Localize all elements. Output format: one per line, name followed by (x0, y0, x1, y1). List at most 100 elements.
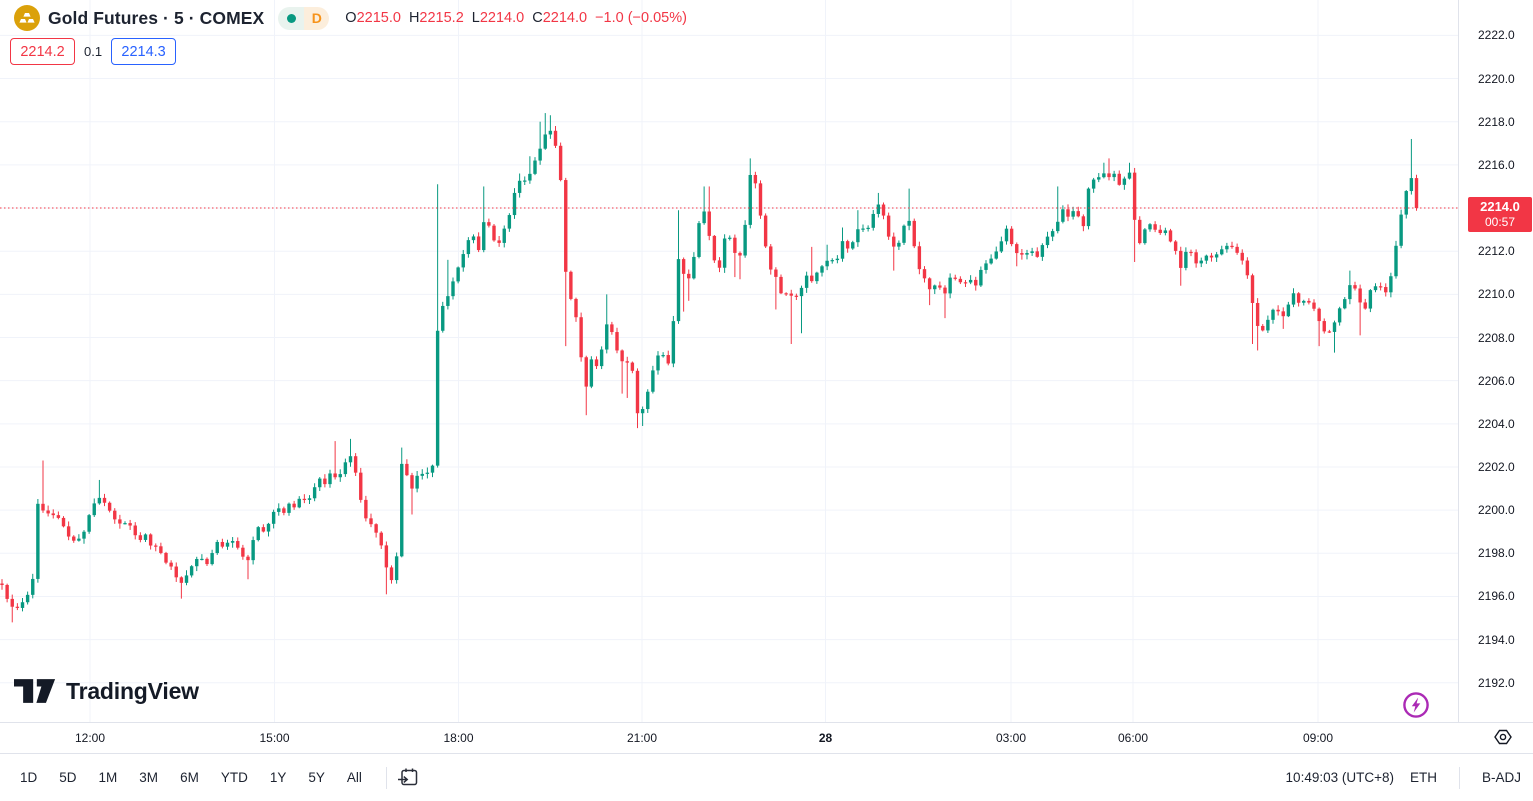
tradingview-logo[interactable]: TradingView (14, 678, 199, 705)
candle-body (487, 222, 491, 226)
range-ytd[interactable]: YTD (220, 770, 248, 785)
adjustment-toggle[interactable]: B-ADJ (1481, 770, 1521, 785)
buy-price-button[interactable]: 2214.3 (111, 38, 177, 65)
candle-body (1050, 231, 1055, 237)
candle-body (528, 173, 532, 181)
candle-body (851, 242, 855, 249)
candle-body (661, 355, 665, 357)
range-5d[interactable]: 5D (59, 770, 77, 785)
price-axis-label: 2222.0 (1478, 28, 1515, 43)
candle-body (1173, 241, 1178, 251)
time-axis-label: 21:00 (626, 731, 658, 745)
candle-body (615, 332, 619, 351)
candle-body (1322, 321, 1326, 332)
candle-body (733, 237, 737, 253)
candle-body (948, 277, 952, 294)
candle-body (1030, 251, 1034, 253)
candle-body (1132, 172, 1137, 220)
candle-body (1296, 293, 1301, 303)
candle-body (251, 540, 255, 561)
clock-display[interactable]: 10:49:03 (UTC+8) (1285, 770, 1394, 785)
candle-body (840, 241, 845, 259)
candle-body (1332, 322, 1337, 332)
scale-settings-icon[interactable] (1492, 727, 1514, 747)
candle-body (374, 524, 378, 533)
candle-body (922, 269, 927, 279)
candle-body (815, 272, 819, 282)
range-1d[interactable]: 1D (20, 770, 38, 785)
candle-body (389, 567, 394, 581)
candle-body (1261, 325, 1265, 331)
candle-body (1117, 173, 1121, 185)
candle-body (1225, 245, 1229, 250)
candle-body (328, 473, 332, 485)
candle-body (1045, 236, 1050, 246)
calendar-goto-icon (397, 768, 418, 786)
range-1y[interactable]: 1Y (269, 770, 287, 785)
candle-body (174, 566, 178, 578)
candle-body (1286, 304, 1291, 317)
candle-body (1312, 302, 1316, 309)
candle-body (1179, 250, 1183, 268)
range-3m[interactable]: 3M (139, 770, 159, 785)
candle-body (400, 463, 404, 557)
sell-price-button[interactable]: 2214.2 (10, 38, 75, 65)
price-axis-label: 2200.0 (1478, 503, 1515, 518)
candle-body (25, 594, 30, 603)
range-1m[interactable]: 1M (98, 770, 118, 785)
candle-body (1302, 300, 1306, 303)
candle-body (963, 282, 968, 284)
symbol-title[interactable]: Gold Futures · 5 · COMEX (48, 7, 265, 28)
candle-body (676, 259, 681, 322)
price-axis-label: 2208.0 (1478, 330, 1515, 345)
candle-body (1056, 221, 1060, 232)
candle-body (728, 237, 732, 239)
time-axis[interactable]: 12:00 15:00 18:00 21:00 28 03:00 06:00 09:00 (0, 722, 1533, 753)
candle-body (1076, 211, 1080, 217)
candle-body (107, 502, 112, 511)
candle-body (892, 236, 896, 247)
range-6m[interactable]: 6M (180, 770, 199, 785)
session-toggle[interactable]: ETH (1409, 770, 1437, 785)
gold-symbol-icon (14, 5, 40, 31)
candle-body (994, 251, 998, 259)
candle-body (1025, 252, 1029, 255)
candle-body (410, 475, 414, 489)
range-5y[interactable]: 5Y (308, 770, 325, 785)
candle-body (1143, 229, 1147, 244)
bottom-toolbar: 1D 5D 1M 3M 6M YTD 1Y 5Y All 10:49:03 (UTC+8) ET… (0, 753, 1533, 801)
interval-badge[interactable]: D (278, 6, 330, 30)
candle-body (338, 474, 342, 478)
candle-body (246, 556, 250, 561)
candle-body (1209, 255, 1214, 258)
candle-body (425, 472, 430, 474)
candle-body (138, 535, 143, 540)
candle-body (1102, 173, 1106, 178)
range-all[interactable]: All (346, 770, 362, 785)
candle-body (1337, 308, 1342, 323)
candle-body (984, 263, 988, 270)
daily-interval-label[interactable]: D (304, 6, 330, 30)
symbol-header: Gold Futures · 5 · COMEX D O2215.0 H2215… (14, 5, 687, 31)
candle-body (707, 211, 711, 236)
candle-body (497, 240, 501, 243)
price-axis[interactable]: 2222.0 2220.0 2218.0 2216.0 2214.0 2212.0 2210… (1458, 0, 1533, 722)
candle-body (154, 545, 158, 547)
candle-body (758, 183, 763, 216)
candle-body (553, 130, 558, 146)
candle-body (379, 532, 383, 546)
candle-body (1368, 290, 1373, 309)
candle-body (1353, 285, 1357, 289)
candle-body (200, 558, 204, 561)
candle-body (1189, 251, 1193, 254)
candle-body (1384, 287, 1388, 293)
go-to-date-button[interactable] (397, 767, 420, 788)
candle-body (261, 527, 266, 532)
candle-body (589, 359, 594, 387)
candle-body (256, 527, 260, 541)
candle-body (277, 508, 281, 512)
flash-order-button[interactable] (1402, 691, 1430, 719)
price-chart[interactable] (0, 0, 1458, 722)
last-price-label: 2214.0 00:57 (1468, 197, 1532, 232)
candle-body (307, 498, 312, 500)
